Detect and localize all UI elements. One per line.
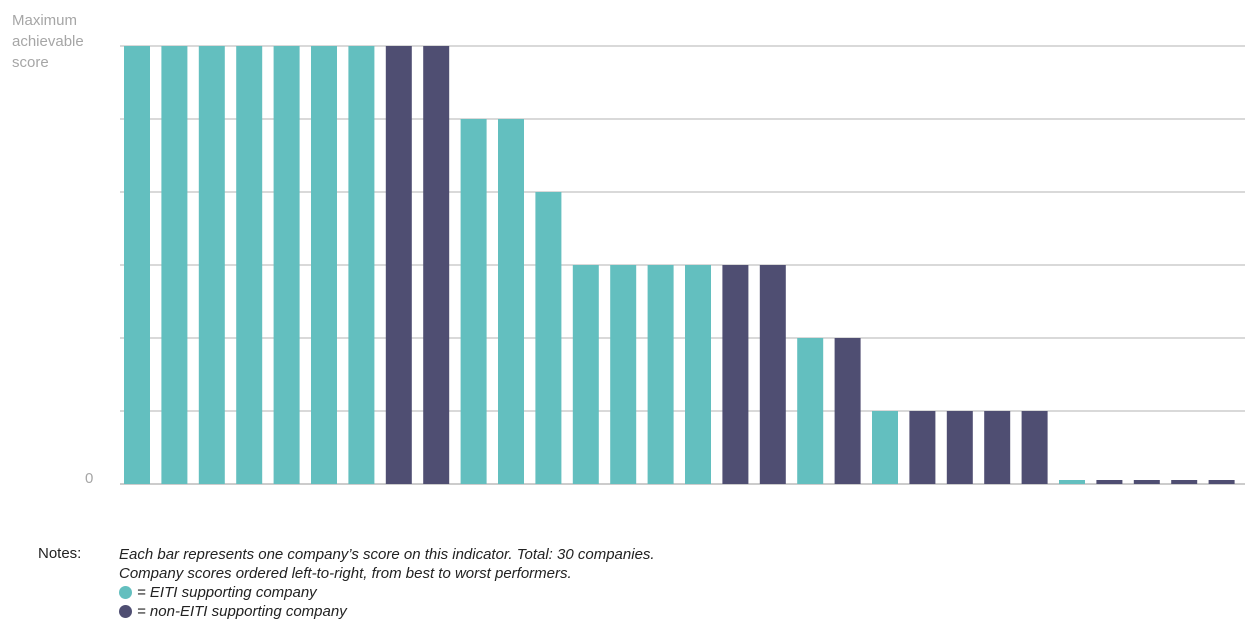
- bar-30: [1208, 480, 1235, 484]
- legend-eiti: = EITI supporting company: [119, 583, 655, 602]
- bar-29: [1171, 480, 1198, 484]
- notes-line-1: Each bar represents one company’s score …: [119, 546, 655, 563]
- bar-22: [909, 411, 936, 484]
- bar-27: [1096, 480, 1123, 484]
- bar-9: [423, 46, 450, 484]
- non-eiti-legend-dot-icon: [119, 605, 132, 618]
- y-axis-zero-label: 0: [85, 470, 94, 487]
- bar-4: [236, 46, 263, 484]
- eiti-legend-dot-icon: [119, 586, 132, 599]
- y-axis-max-label: Maximum achievable score: [12, 12, 84, 71]
- bar-16: [685, 265, 711, 484]
- bar-6: [311, 46, 337, 484]
- bar-10: [460, 119, 487, 484]
- bar-5: [273, 46, 300, 484]
- bar-18: [759, 265, 786, 484]
- legend-eiti-label: = EITI supporting company: [137, 584, 317, 601]
- bar-2: [161, 46, 188, 484]
- bar-7: [348, 46, 375, 484]
- bar-26: [1059, 480, 1085, 484]
- bar-21: [872, 411, 898, 484]
- bar-23: [946, 411, 973, 484]
- bar-3: [198, 46, 225, 484]
- notes-body: Each bar represents one company’s score …: [119, 545, 655, 621]
- bar-15: [647, 265, 674, 484]
- bar-25: [1021, 411, 1048, 484]
- gridlines: [120, 45, 1245, 485]
- bars: [124, 46, 1235, 484]
- notes-label: Notes:: [38, 545, 82, 562]
- notes-line-2: Company scores ordered left-to-right, fr…: [119, 565, 572, 582]
- bar-17: [722, 265, 749, 484]
- bar-13: [572, 265, 599, 484]
- bar-8: [385, 46, 412, 484]
- legend-non-eiti-label: = non-EITI supporting company: [137, 603, 347, 620]
- bar-28: [1133, 480, 1160, 484]
- legend-non-eiti: = non-EITI supporting company: [119, 602, 655, 621]
- bar-19: [797, 338, 824, 484]
- bar-11: [498, 119, 524, 484]
- bar-20: [834, 338, 861, 484]
- bar-24: [984, 411, 1011, 484]
- bar-12: [535, 192, 562, 484]
- bar-chart: [120, 45, 1245, 485]
- bar-14: [610, 265, 637, 484]
- bar-1: [124, 46, 150, 484]
